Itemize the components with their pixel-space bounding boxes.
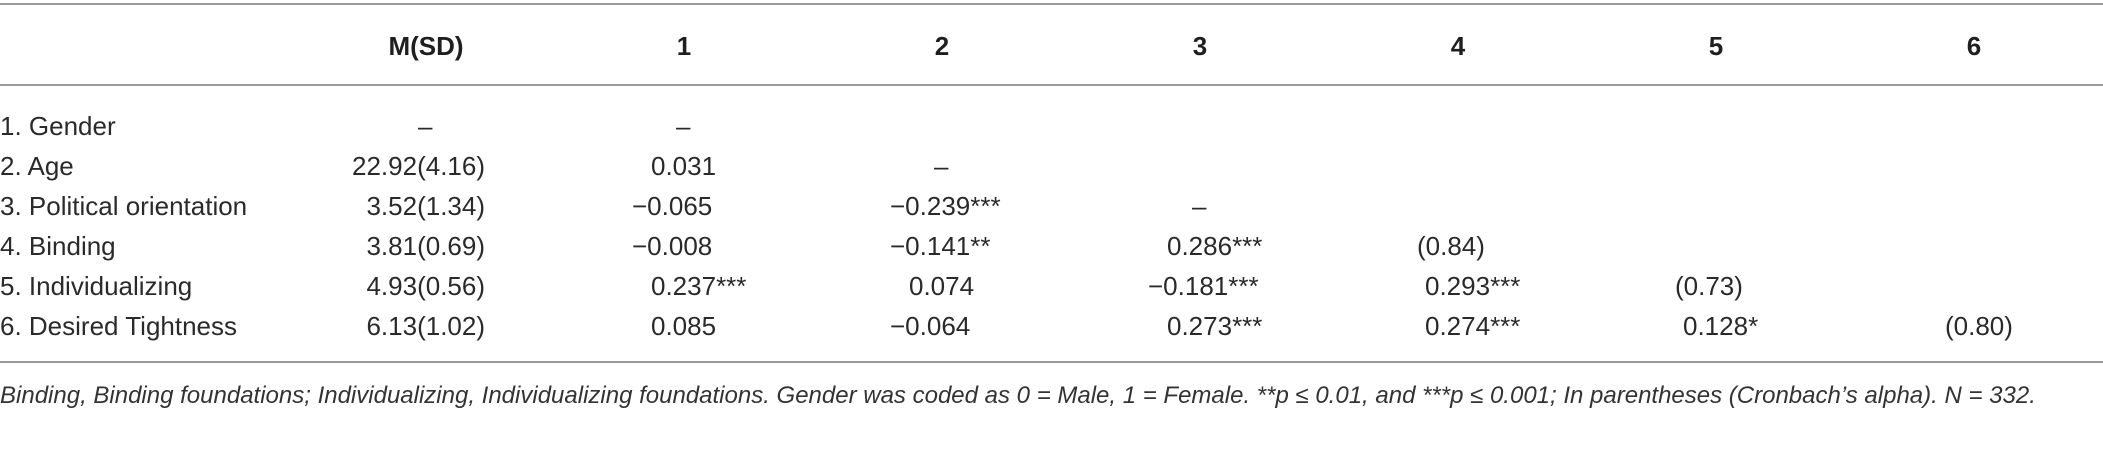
row-label-binding: 4. Binding — [0, 231, 116, 261]
column-header-1: 1 — [676, 31, 692, 61]
column-header-4: 4 — [1450, 31, 1466, 61]
cell-individualizing-5: (0.73) — [1675, 271, 1743, 301]
cell-individualizing-msd: 4.93(0.56) — [366, 271, 485, 301]
column-header-6: 6 — [1966, 31, 1982, 61]
cell-tightness-4: 0.274*** — [1425, 311, 1521, 341]
cell-gender-1: – — [676, 111, 691, 141]
cell-political-3: – — [1192, 191, 1207, 221]
cell-binding-msd: 3.81(0.69) — [366, 231, 485, 261]
row-label-political-orientation: 3. Political orientation — [0, 191, 248, 221]
cell-individualizing-2: 0.074 — [909, 271, 975, 301]
cell-individualizing-3: −0.181*** — [1148, 271, 1259, 301]
cell-tightness-3: 0.273*** — [1167, 311, 1263, 341]
column-header-3: 3 — [1192, 31, 1208, 61]
table-footnote: Binding, Binding foundations; Individual… — [0, 382, 2036, 409]
table-top-rule — [0, 3, 2103, 5]
table-header-rule — [0, 84, 2103, 86]
cell-tightness-1: 0.085 — [651, 311, 717, 341]
cell-individualizing-4: 0.293*** — [1425, 271, 1521, 301]
cell-tightness-6: (0.80) — [1945, 311, 2013, 341]
cell-age-msd: 22.92(4.16) — [352, 151, 485, 181]
cell-tightness-5: 0.128* — [1683, 311, 1759, 341]
cell-political-2: −0.239*** — [890, 191, 1001, 221]
cell-age-2: – — [934, 151, 949, 181]
row-label-desired-tightness: 6. Desired Tightness — [0, 311, 238, 341]
cell-binding-1: −0.008 — [632, 231, 713, 261]
cell-binding-4: (0.84) — [1417, 231, 1485, 261]
column-header-5: 5 — [1708, 31, 1724, 61]
row-label-gender: 1. Gender — [0, 111, 116, 141]
cell-age-1: 0.031 — [651, 151, 717, 181]
cell-individualizing-1: 0.237*** — [651, 271, 747, 301]
row-label-age: 2. Age — [0, 151, 74, 181]
cell-tightness-msd: 6.13(1.02) — [366, 311, 485, 341]
cell-gender-msd: – — [418, 111, 433, 141]
cell-political-msd: 3.52(1.34) — [366, 191, 485, 221]
table-bottom-rule — [0, 361, 2103, 363]
row-label-individualizing: 5. Individualizing — [0, 271, 193, 301]
cell-tightness-2: −0.064 — [890, 311, 971, 341]
cell-political-1: −0.065 — [632, 191, 713, 221]
column-header-msd: M(SD) — [388, 31, 464, 61]
cell-binding-2: −0.141** — [890, 231, 991, 261]
cell-binding-3: 0.286*** — [1167, 231, 1263, 261]
column-header-2: 2 — [934, 31, 950, 61]
